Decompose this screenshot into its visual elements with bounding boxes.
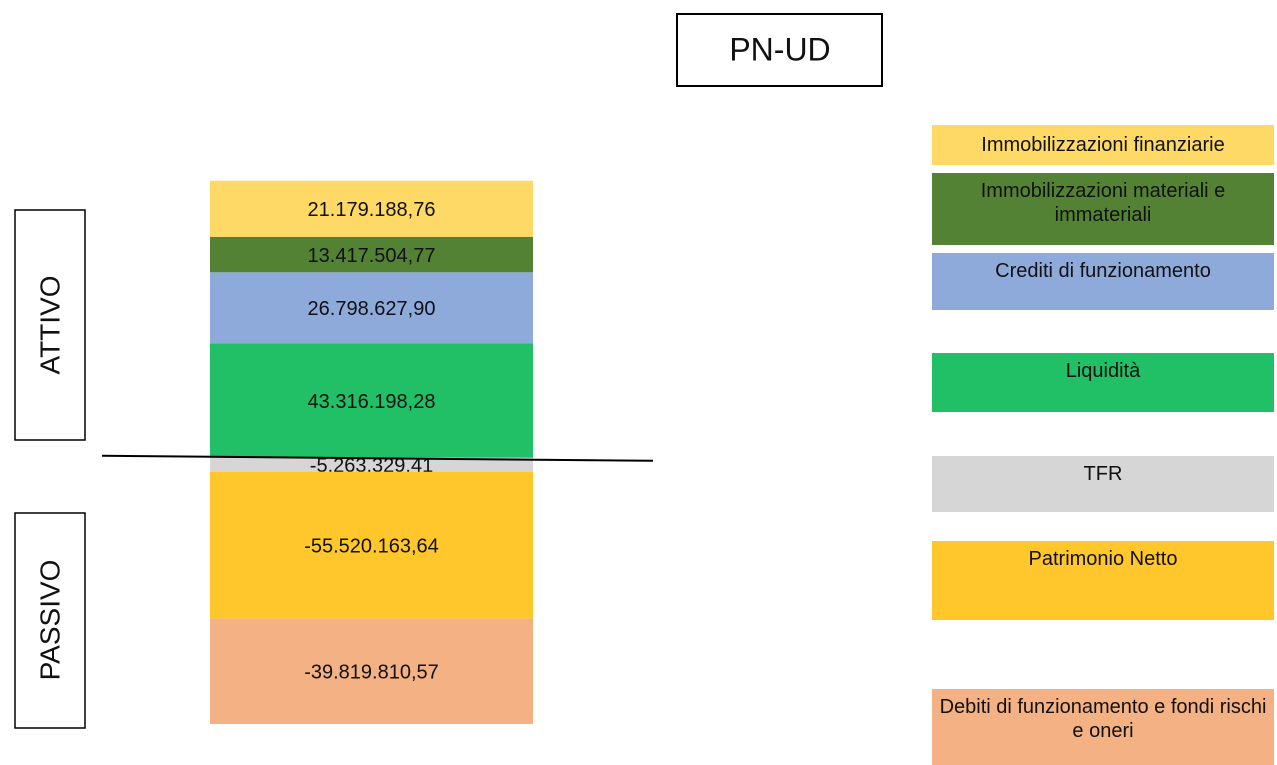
bar-segment <box>210 180 533 237</box>
bar-segment <box>210 343 533 458</box>
segment-label: -39.819.810,57 <box>304 662 439 684</box>
bar-segment <box>210 618 533 724</box>
legend-item: Patrimonio Netto <box>932 541 1274 620</box>
legend-item: Crediti di funzionamento <box>932 253 1274 310</box>
group-label: PASSIVO <box>34 560 65 681</box>
segment-label: -55.520.163,64 <box>304 535 439 557</box>
segment-label: -5.263.329,41 <box>310 455 433 477</box>
legend-item: Immobilizzazioni materiali e immateriali <box>932 173 1274 245</box>
legend-item: Liquidità <box>932 353 1274 412</box>
bar-segment <box>210 457 533 472</box>
group-box <box>14 209 86 441</box>
bar-segment <box>210 272 533 344</box>
segment-label: 13.417.504,77 <box>308 245 436 267</box>
group-label: ATTIVO <box>34 275 65 374</box>
legend-item: Immobilizzazioni finanziarie <box>932 125 1274 165</box>
bar-segment <box>210 236 533 273</box>
title-box <box>676 13 883 87</box>
group-box <box>14 512 86 729</box>
segment-label: 43.316.198,28 <box>308 391 436 413</box>
legend-item: Debiti di funzionamento e fondi rischi e… <box>932 689 1274 765</box>
segment-label: 21.179.188,76 <box>308 199 436 221</box>
zero-line <box>101 454 654 462</box>
segment-label: 26.798.627,90 <box>308 298 436 320</box>
legend-item: TFR <box>932 456 1274 512</box>
bar-segment <box>210 471 533 619</box>
title: PN-UD <box>729 31 830 67</box>
